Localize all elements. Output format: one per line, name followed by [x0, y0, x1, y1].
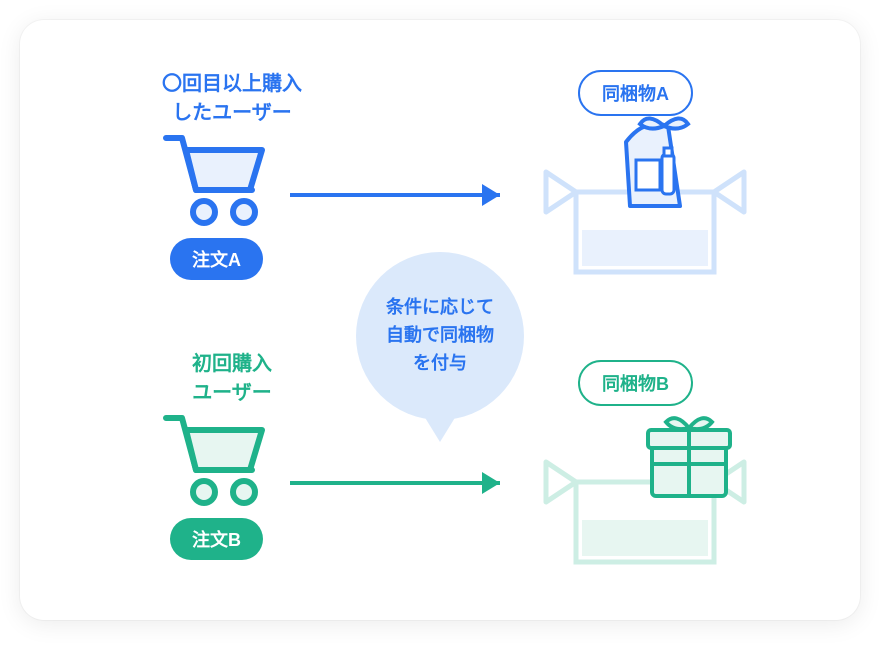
- flow-b-caption: 初回購入 ユーザー: [162, 350, 302, 408]
- cart-icon: [160, 410, 270, 510]
- arrow-right-icon: [290, 468, 520, 498]
- open-box-with-bag-icon: [540, 110, 750, 280]
- open-box-with-present-icon: [540, 400, 750, 570]
- flow-a-caption: 〇回目以上購入 したユーザー: [122, 70, 342, 128]
- condition-bubble: 条件に応じて 自動で同梱物 を付与: [356, 252, 524, 420]
- order-b-pill: 注文B: [170, 518, 263, 560]
- condition-bubble-text: 条件に応じて 自動で同梱物 を付与: [386, 294, 494, 378]
- arrow-right-icon: [290, 180, 520, 210]
- cart-icon: [160, 130, 270, 230]
- order-a-pill: 注文A: [170, 238, 263, 280]
- diagram-card: 〇回目以上購入 したユーザー 注文A 同梱物A 条件に応じて 自動で同梱物 を付: [20, 20, 860, 620]
